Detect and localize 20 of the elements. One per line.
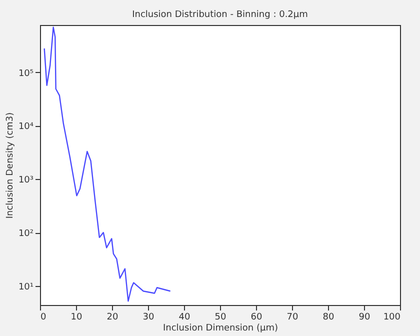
x-tick-label: 20 xyxy=(106,312,118,322)
chart-title: Inclusion Distribution - Binning : 0.2µm xyxy=(132,10,308,20)
line-series xyxy=(44,26,171,302)
y-tick-label: 10¹ xyxy=(18,282,34,292)
x-tick-label: 10 xyxy=(70,312,82,322)
y-tick-label: 10³ xyxy=(18,176,34,186)
y-axis-title: Inclusion Density (cm3) xyxy=(5,112,16,219)
y-tick-label: 10⁵ xyxy=(18,68,34,79)
x-tick-label: 70 xyxy=(286,312,298,322)
x-axis-title: Inclusion Dimension (µm) xyxy=(163,324,278,334)
x-tick-label: 30 xyxy=(142,312,154,322)
x-tick-label: 40 xyxy=(178,312,190,322)
x-tick-label: 0 xyxy=(40,312,46,322)
y-tick-label: 10⁴ xyxy=(18,122,34,132)
x-tick-label: 60 xyxy=(250,312,262,322)
x-tick-label: 90 xyxy=(358,312,370,322)
x-tick-label: 50 xyxy=(214,312,226,322)
x-tick-label: 100 xyxy=(383,312,401,322)
x-tick-label: 80 xyxy=(322,312,334,322)
y-tick-label: 10² xyxy=(18,229,34,240)
